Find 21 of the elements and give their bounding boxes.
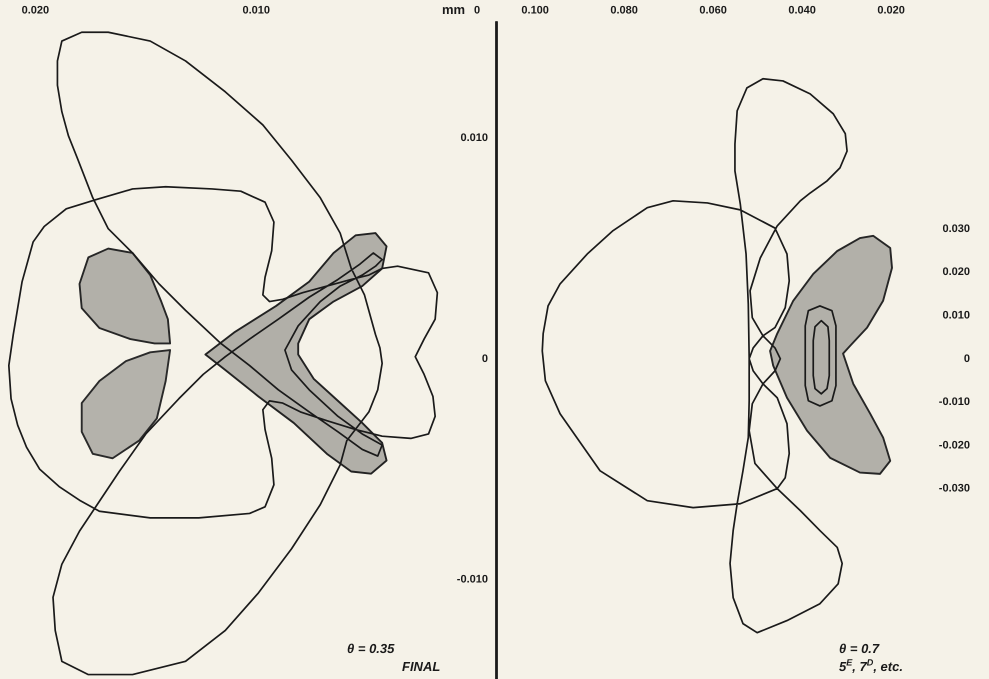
y-tick-label: 0 bbox=[964, 352, 970, 365]
y-tick-label: -0.010 bbox=[456, 574, 488, 586]
annotation: θ = 0.7 bbox=[839, 641, 880, 656]
y-tick-label: 0.030 bbox=[942, 222, 970, 235]
y-tick-label: 0.020 bbox=[942, 266, 970, 278]
y-tick-label: -0.010 bbox=[938, 396, 970, 408]
annotation: θ = 0.35 bbox=[347, 641, 396, 656]
y-tick-label: -0.030 bbox=[938, 482, 970, 495]
y-tick-label: 0.010 bbox=[460, 132, 488, 144]
x-tick-label: 0.010 bbox=[242, 4, 270, 17]
x-tick-label: 0.020 bbox=[877, 4, 905, 17]
y-tick-label: -0.020 bbox=[938, 439, 970, 452]
x-tick-label: 0.080 bbox=[610, 4, 638, 17]
annotation: FINAL bbox=[402, 659, 440, 674]
x-tick-label: 0.060 bbox=[699, 4, 727, 17]
x-tick-label: 0.100 bbox=[521, 4, 549, 17]
x-tick-label: 0.020 bbox=[22, 4, 50, 17]
y-tick-label: 0.010 bbox=[942, 310, 970, 322]
x-tick-label: 0.040 bbox=[788, 4, 816, 17]
y-tick-label: 0 bbox=[482, 352, 488, 365]
x-axis-title: mm bbox=[442, 2, 466, 18]
